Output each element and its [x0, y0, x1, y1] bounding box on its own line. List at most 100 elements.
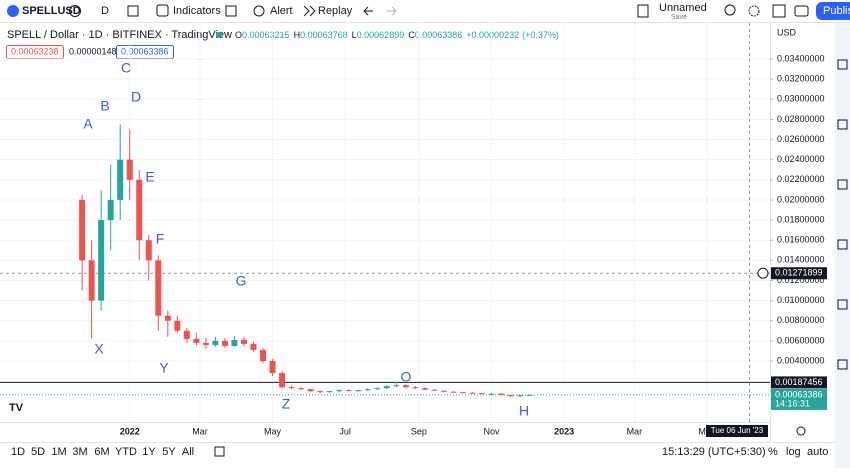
indicators[interactable]: Indicators: [173, 5, 221, 17]
log-toggle[interactable]: log: [786, 446, 801, 458]
publish-button[interactable]: [816, 2, 850, 20]
horizontal-line-badge: [771, 376, 827, 389]
ask[interactable]: 0.00063386: [121, 46, 169, 56]
chart-title: SPELL / Dollar · 1D · BITFINEX · Trading…: [7, 29, 232, 41]
spread: 0.00000148: [69, 46, 117, 56]
wave-label: B: [100, 98, 109, 114]
wave-label: C: [121, 60, 131, 76]
candle-body: [155, 260, 162, 316]
bid[interactable]: 0.00063238: [11, 46, 59, 56]
replay[interactable]: Replay: [318, 5, 353, 17]
alert-icon[interactable]: [253, 5, 265, 17]
fullscreen-icon[interactable]: [772, 4, 786, 18]
save[interactable]: Save: [671, 14, 687, 21]
right-sidebar: [835, 23, 850, 468]
candle-body: [517, 395, 524, 397]
indicators-icon[interactable]: [156, 4, 169, 17]
y-tick-label: 0.02800000: [777, 114, 825, 124]
y-tick-label: 0.02000000: [777, 194, 825, 204]
candle-body: [250, 343, 257, 350]
x-tick-label: Mar: [627, 426, 643, 436]
range-button[interactable]: All: [182, 446, 194, 458]
range-button[interactable]: YTD: [115, 446, 137, 458]
candle-body: [193, 338, 200, 343]
range-button[interactable]: 1M: [51, 446, 66, 458]
chart-type-icon[interactable]: [127, 5, 139, 17]
candle-body: [117, 159, 124, 200]
candle-body: [498, 393, 505, 396]
sidebar-icon[interactable]: [837, 359, 848, 370]
search-icon[interactable]: [724, 4, 736, 16]
y-tick-label: 0.03200000: [777, 74, 825, 84]
sidebar-icon[interactable]: [837, 179, 848, 190]
publish[interactable]: Publish: [823, 5, 850, 17]
snapshot-icon[interactable]: [794, 5, 809, 17]
y-tick-label: 0.00600000: [777, 335, 825, 345]
candle-body: [355, 390, 362, 392]
candle-body: [526, 394, 533, 396]
candle-body: [174, 320, 181, 331]
symbol[interactable]: SPELLUSD: [22, 5, 81, 17]
undo[interactable]: [363, 6, 373, 16]
range-button[interactable]: 5Y: [162, 446, 176, 458]
alert[interactable]: Alert: [270, 5, 293, 17]
crosshair-date-badge: [706, 425, 768, 437]
candle-body: [136, 179, 143, 241]
x-tick-label: 2022: [120, 426, 140, 436]
low-value: 0.00062899: [357, 30, 405, 40]
add-symbol[interactable]: [69, 5, 81, 17]
crosshair-date: Tue 06 Jun '23: [711, 426, 764, 435]
candle-body: [107, 199, 114, 221]
auto-toggle[interactable]: auto: [807, 446, 828, 458]
candle-body: [326, 391, 333, 393]
x-tick-label: Nov: [484, 426, 501, 436]
ask-box[interactable]: [116, 45, 174, 59]
y-tick-label: 0.02600000: [777, 134, 825, 144]
symbol-logo: [7, 5, 19, 17]
change-value: +0.00000232: [466, 30, 519, 40]
x-tick-label: May: [264, 426, 282, 436]
y-tick-label: 0.01400000: [777, 255, 825, 265]
replay-icon[interactable]: [303, 5, 316, 17]
range-button[interactable]: 5D: [31, 446, 45, 458]
wave-label: D: [131, 89, 141, 105]
candle-body: [279, 373, 286, 388]
candle-body: [336, 390, 343, 392]
candle-body: [459, 392, 466, 394]
crosshair-price: 0.01271899: [775, 268, 823, 278]
sidebar-icon[interactable]: [837, 119, 848, 130]
range-button[interactable]: 6M: [94, 446, 109, 458]
wave-label: G: [236, 273, 247, 289]
axis-settings[interactable]: [796, 426, 806, 436]
wave-label: A: [83, 116, 93, 132]
currency[interactable]: USD: [777, 27, 797, 37]
sidebar-icon[interactable]: [837, 299, 848, 310]
tv-logo: TV: [9, 402, 24, 414]
open-value: 0.00063215: [242, 30, 290, 40]
sidebar-icon[interactable]: [837, 239, 848, 250]
range-button[interactable]: 1Y: [142, 446, 156, 458]
market-status: [216, 32, 222, 38]
candle-body: [164, 315, 171, 321]
settings-icon[interactable]: [748, 5, 760, 17]
date-range-icon[interactable]: [214, 446, 225, 457]
redo[interactable]: [387, 6, 397, 16]
layout-icon[interactable]: [637, 4, 649, 18]
templates-icon[interactable]: [225, 5, 237, 17]
interval[interactable]: D: [101, 5, 109, 17]
y-tick-label: 0.00800000: [777, 315, 825, 325]
candle-body: [507, 395, 514, 397]
candle-body: [383, 386, 390, 389]
bid-box[interactable]: [6, 45, 64, 59]
range-button[interactable]: 1D: [11, 446, 25, 458]
percent-toggle[interactable]: %: [768, 446, 778, 458]
candle-body: [478, 393, 485, 395]
y-tick-label: 0.01200000: [777, 275, 825, 285]
close-value: 0.00063386: [415, 30, 463, 40]
y-tick-label: 0.01600000: [777, 235, 825, 245]
layout-name[interactable]: Unnamed: [659, 2, 707, 14]
candle-body: [145, 240, 152, 261]
sidebar-icon[interactable]: [837, 59, 848, 70]
range-button[interactable]: 3M: [72, 446, 87, 458]
